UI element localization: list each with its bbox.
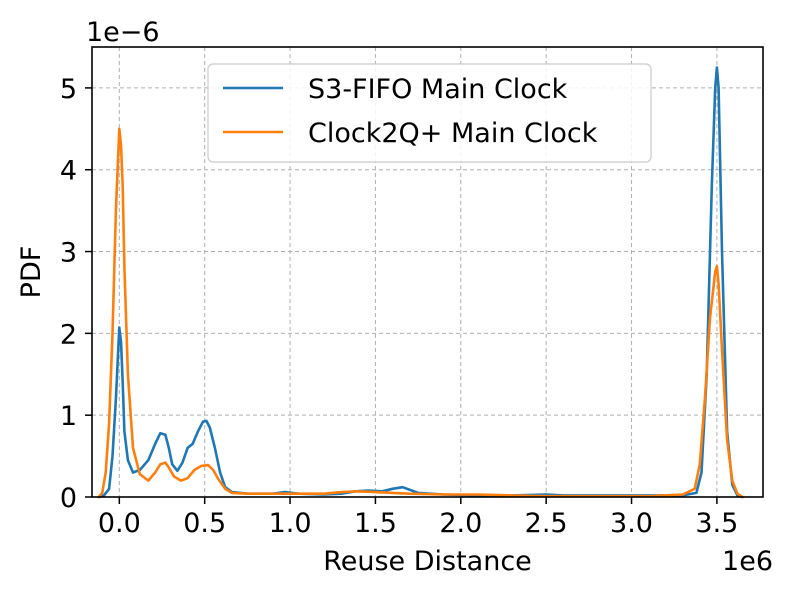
x-tick-label: 2.5 <box>525 508 568 539</box>
y-tick-label: 0 <box>60 483 77 514</box>
x-tick-label: 2.0 <box>439 508 482 539</box>
y-tick-label: 3 <box>60 238 77 269</box>
x-tick-label: 0.0 <box>98 508 141 539</box>
x-tick-label: 3.5 <box>695 508 738 539</box>
x-tick-label: 3.0 <box>610 508 653 539</box>
legend: S3-FIFO Main Clock Clock2Q+ Main Clock <box>207 63 652 163</box>
legend-label-0: S3-FIFO Main Clock <box>308 74 568 105</box>
y-tick-label: 1 <box>60 401 77 432</box>
ticks: 0.0 0.5 1.0 1.5 2.0 2.5 3.0 3.5 0 1 2 3 4 5 <box>60 74 739 539</box>
y-axis-label: PDF <box>16 246 47 299</box>
y-offset-label: 1e−6 <box>86 17 160 48</box>
x-tick-label: 1.0 <box>269 508 312 539</box>
x-axis-label: Reuse Distance <box>323 546 532 577</box>
x-tick-label: 0.5 <box>183 508 226 539</box>
legend-box <box>207 63 652 163</box>
x-offset-label: 1e6 <box>722 546 773 577</box>
x-tick-label: 1.5 <box>354 508 397 539</box>
series-layer <box>97 66 744 499</box>
plot-frame <box>91 46 764 498</box>
y-tick-label: 2 <box>60 319 77 350</box>
legend-label-1: Clock2Q+ Main Clock <box>308 118 598 149</box>
y-tick-label: 5 <box>60 74 77 105</box>
series-line-1 <box>97 127 744 499</box>
y-tick-label: 4 <box>60 156 77 187</box>
